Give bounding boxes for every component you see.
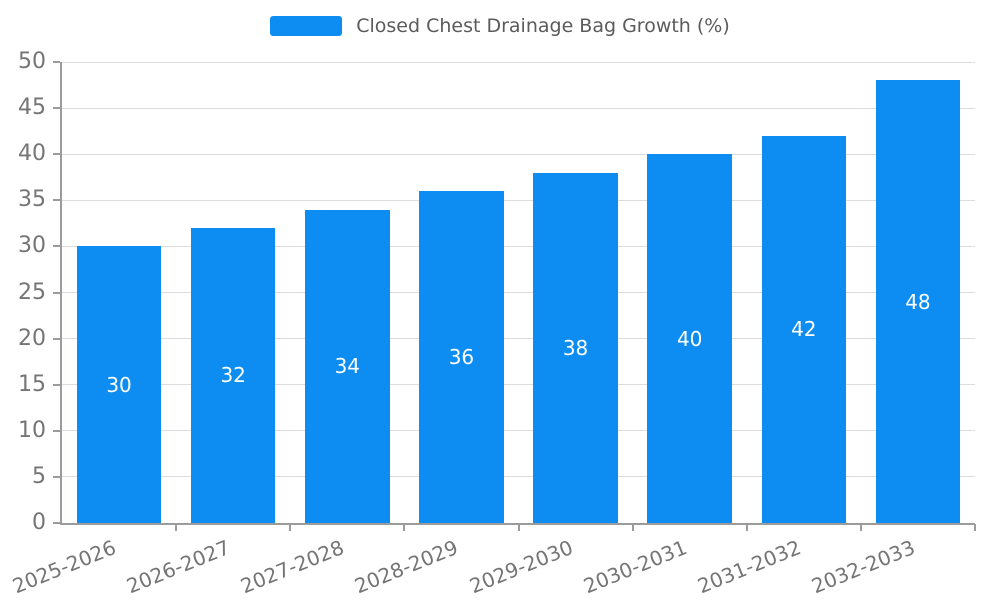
gridline: [62, 153, 975, 155]
bar-value-label: 40: [676, 326, 703, 351]
y-axis-tick: [53, 475, 60, 478]
x-axis-tick: [175, 524, 178, 531]
y-axis-tick-label: 30: [18, 233, 46, 259]
y-axis-tick: [53, 61, 60, 63]
bar-value-label: 34: [334, 354, 361, 379]
y-axis-tick: [53, 337, 60, 340]
y-axis-tick-label: 25: [18, 279, 46, 305]
y-axis-line: [60, 62, 62, 523]
y-axis-tick-label: 20: [18, 325, 46, 351]
gridline: [62, 245, 975, 247]
x-axis-tick: [403, 524, 406, 531]
y-axis-tick: [53, 429, 60, 432]
bar-2030-2031: 40: [647, 154, 732, 523]
x-axis-tick: [289, 524, 292, 531]
bar-2029-2030: 38: [533, 172, 618, 523]
bar-2027-2028: 34: [305, 209, 390, 523]
plot-area: 30 32 34 36 38 40 42 48: [60, 61, 975, 525]
gridline: [62, 430, 975, 432]
bar-value-label: 32: [220, 363, 246, 388]
gridline: [62, 292, 975, 293]
x-axis-tick: [745, 524, 748, 531]
y-axis-tick-label: 35: [18, 187, 46, 213]
gridline: [62, 476, 975, 478]
bar-2025-2026: 30: [76, 246, 162, 523]
gridline: [62, 384, 975, 386]
bar-value-label: 38: [562, 335, 589, 360]
x-axis-tick: [631, 524, 634, 531]
y-axis-tick: [53, 291, 60, 294]
bar-value-label: 30: [106, 372, 132, 397]
bar-2026-2027: 32: [190, 227, 276, 523]
gridline: [62, 107, 975, 109]
bar-value-label: 48: [905, 289, 931, 314]
bar-2028-2029: 36: [419, 191, 504, 523]
legend[interactable]: Closed Chest Drainage Bag Growth (%): [0, 16, 1000, 36]
y-axis-tick-label: 5: [32, 463, 46, 489]
bar-2031-2032: 42: [761, 135, 847, 523]
y-axis-tick: [53, 199, 60, 202]
bar-value-label: 36: [448, 345, 475, 370]
y-axis-tick: [53, 522, 60, 524]
y-axis-tick-label: 45: [18, 95, 46, 121]
x-axis-tick: [859, 524, 862, 531]
y-axis-tick: [53, 245, 60, 248]
gridline: [62, 338, 975, 340]
y-axis-tick-label: 10: [18, 417, 46, 443]
x-axis-tick: [517, 524, 520, 531]
y-axis-tick-label: 15: [18, 371, 46, 397]
y-axis-tick: [53, 107, 60, 110]
y-axis-tick-label: 0: [32, 510, 46, 535]
gridline: [62, 61, 975, 63]
bar-2032-2033: 48: [875, 80, 961, 523]
legend-label[interactable]: Closed Chest Drainage Bag Growth (%): [356, 14, 730, 37]
y-axis-tick: [53, 383, 60, 386]
gridline: [62, 199, 975, 201]
bar-value-label: 42: [791, 317, 817, 342]
x-axis-tick: [974, 524, 976, 531]
y-axis-tick: [53, 153, 60, 156]
legend-swatch[interactable]: [270, 16, 343, 36]
y-axis-tick-label: 40: [18, 141, 46, 167]
y-axis-tick-label: 50: [18, 49, 46, 74]
